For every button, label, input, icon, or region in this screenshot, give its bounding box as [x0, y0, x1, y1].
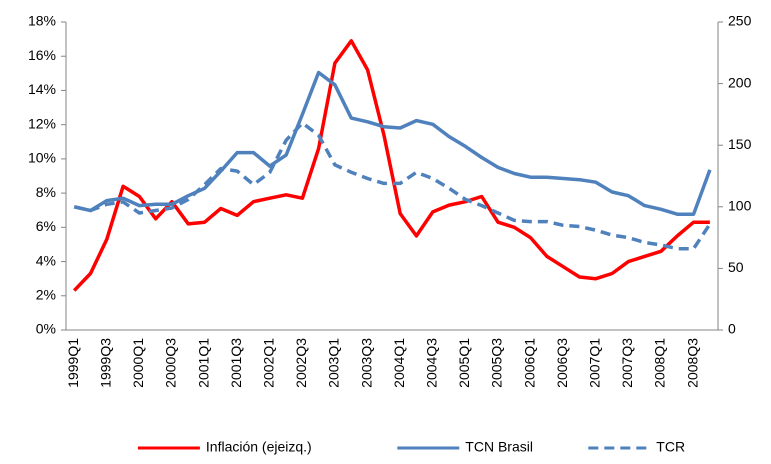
x-tick-label: 2000Q3 — [163, 338, 179, 388]
x-tick-label: 2004Q3 — [423, 338, 439, 388]
x-tick-label: 2006Q3 — [554, 338, 570, 388]
x-tick-label: 2001Q3 — [228, 338, 244, 388]
x-tick-label: 2003Q1 — [326, 338, 342, 388]
x-tick-label: 2001Q1 — [195, 338, 211, 388]
y-tick-label: 16% — [28, 47, 56, 63]
x-tick-label: 2005Q3 — [489, 338, 505, 388]
y-tick-label: 10% — [28, 150, 56, 166]
y-tick-label: 12% — [28, 115, 56, 131]
x-tick-label: 2000Q1 — [130, 338, 146, 388]
legend-label: TCN Brasil — [465, 439, 533, 455]
series-line — [73, 70, 712, 216]
x-tick-label: 2008Q3 — [684, 338, 700, 388]
x-tick-label: 1999Q3 — [97, 338, 113, 388]
y-tick-label: 8% — [36, 184, 56, 200]
y2-tick-label: 0 — [728, 321, 736, 337]
x-tick-label: 2007Q3 — [619, 338, 635, 388]
x-tick-label: 2003Q3 — [358, 338, 374, 388]
y-tick-label: 18% — [28, 13, 56, 29]
y2-tick-label: 50 — [728, 259, 744, 275]
x-tick-label: 1999Q1 — [65, 338, 81, 388]
y-tick-label: 14% — [28, 81, 56, 97]
y2-tick-label: 100 — [728, 198, 752, 214]
y2-tick-label: 200 — [728, 74, 752, 90]
y-tick-label: 0% — [36, 321, 56, 337]
x-tick-label: 2002Q3 — [293, 338, 309, 388]
series-line — [72, 39, 710, 292]
series-line — [73, 121, 712, 251]
y-tick-label: 6% — [36, 218, 56, 234]
x-tick-label: 2008Q1 — [652, 338, 668, 388]
x-tick-label: 2006Q1 — [521, 338, 537, 388]
x-tick-label: 2002Q1 — [260, 338, 276, 388]
legend-label: TCR — [656, 439, 685, 455]
y-tick-label: 4% — [36, 252, 56, 268]
y2-tick-label: 250 — [728, 13, 752, 29]
y-tick-label: 2% — [36, 286, 56, 302]
x-tick-label: 2004Q1 — [391, 338, 407, 388]
y2-tick-label: 150 — [728, 136, 752, 152]
legend-label: Inflación (ejeizq.) — [206, 439, 312, 455]
x-tick-label: 2007Q1 — [586, 338, 602, 388]
x-tick-label: 2005Q1 — [456, 338, 472, 388]
